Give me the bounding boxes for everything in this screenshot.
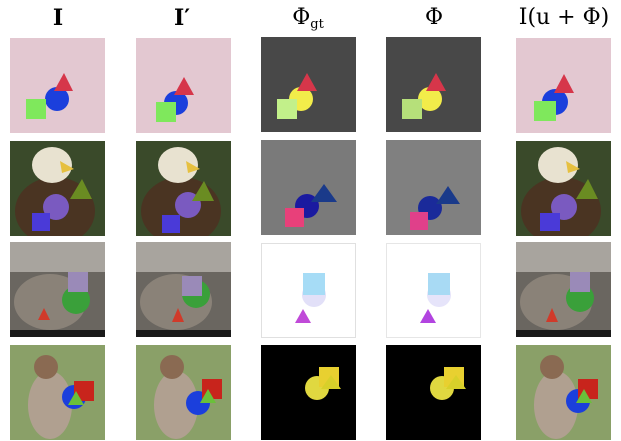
row4-input-image bbox=[10, 345, 105, 440]
row4-ground-truth-flow bbox=[261, 345, 356, 440]
row1-warped-image bbox=[136, 38, 231, 133]
header-phi-gt-sub: gt bbox=[310, 17, 324, 32]
row3-ground-truth-flow bbox=[261, 243, 356, 338]
row4-warped-image bbox=[136, 345, 231, 440]
row3-reconstruction bbox=[516, 242, 611, 337]
header-estimated-flow: Φ bbox=[424, 5, 444, 30]
header-warped-image: I′ bbox=[173, 5, 191, 31]
row1-reconstruction bbox=[516, 38, 611, 133]
row4-reconstruction bbox=[516, 345, 611, 440]
header-input-image: I bbox=[52, 5, 64, 31]
row1-ground-truth-flow bbox=[261, 37, 356, 132]
row3-warped-image bbox=[136, 242, 231, 337]
row1-estimated-flow bbox=[386, 37, 481, 132]
header-phi-gt-base: Φ bbox=[292, 5, 311, 30]
row2-estimated-flow bbox=[386, 140, 481, 235]
row1-input-image bbox=[10, 38, 105, 133]
row2-ground-truth-flow bbox=[261, 140, 356, 235]
row2-input-image bbox=[10, 141, 105, 236]
row3-estimated-flow bbox=[386, 243, 481, 338]
row2-reconstruction bbox=[516, 141, 611, 236]
header-warped-reconstruction: I(u + Φ) bbox=[518, 5, 610, 30]
header-ground-truth-flow: Φgt bbox=[258, 4, 358, 32]
row4-estimated-flow bbox=[386, 345, 481, 440]
row3-input-image bbox=[10, 242, 105, 337]
row2-warped-image bbox=[136, 141, 231, 236]
